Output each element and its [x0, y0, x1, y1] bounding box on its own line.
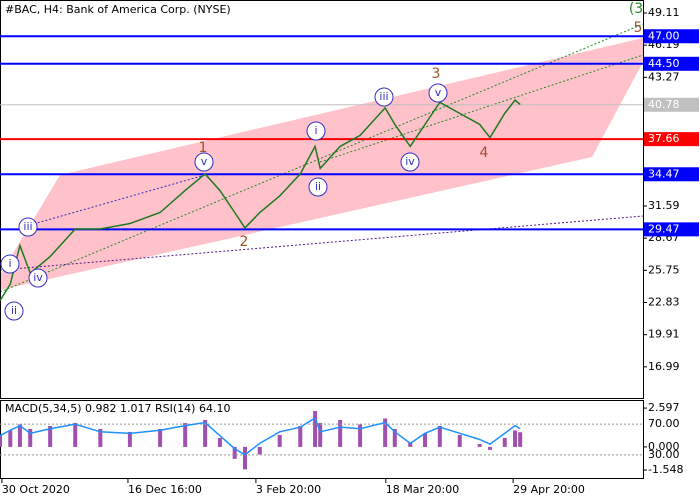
- wave-label: v: [201, 155, 208, 168]
- level-label-box: [644, 222, 699, 237]
- macd-bar: [8, 430, 13, 447]
- x-tick-label: 18 Mar 20:00: [386, 483, 459, 496]
- macd-bar: [487, 446, 492, 450]
- wave-label: ii: [315, 180, 321, 193]
- macd-bar: [383, 418, 388, 447]
- x-tick-label: 3 Feb 20:00: [256, 483, 321, 496]
- wave-circle: [374, 87, 394, 107]
- y-tick-label: 49.11: [648, 6, 680, 19]
- y-tick-label: 19.91: [648, 328, 680, 341]
- y-tick-label: 43.27: [648, 70, 680, 83]
- plot-frame: [0, 0, 644, 399]
- macd-bar: [277, 434, 282, 447]
- trendline: [0, 23, 644, 293]
- macd-bar: [437, 425, 442, 447]
- y-tick-label: 2.597: [648, 401, 680, 414]
- macd-bar: [217, 437, 222, 447]
- level-label: 34.47: [648, 167, 680, 180]
- macd-bar: [0, 434, 2, 447]
- wave-circle: [194, 152, 214, 172]
- level-label-box: [644, 56, 699, 71]
- wave-circle: [28, 268, 48, 288]
- macd-bar: [313, 411, 318, 447]
- level-label: 29.47: [648, 222, 680, 235]
- wave-circle: [4, 301, 24, 321]
- wave-label: i: [8, 257, 11, 270]
- macd-bar: [298, 425, 303, 447]
- wave-label: 2: [240, 234, 249, 250]
- y-tick-label: 31.59: [648, 199, 680, 212]
- trendline: [0, 215, 644, 271]
- chart-title: #BAC, H4: Bank of America Corp. (NYSE): [5, 3, 231, 16]
- wave-label: 5: [634, 20, 643, 36]
- wave-label: iii: [23, 220, 32, 233]
- macd-bar: [338, 419, 343, 447]
- wave-label: iv: [405, 155, 415, 168]
- level-label-box: [644, 97, 699, 112]
- y2-tick-label: 30.00: [648, 448, 680, 461]
- level-label: 37.66: [648, 132, 680, 145]
- macd-bar: [513, 430, 518, 447]
- price-line: [0, 99, 521, 302]
- macd-bar: [203, 419, 208, 447]
- trendline: [319, 54, 644, 163]
- wave-circle: [400, 152, 420, 172]
- wave-label: 1: [199, 140, 208, 156]
- wave-circle: [0, 254, 20, 274]
- indicator-title: MACD(5,34,5) 0.982 1.017 RSI(14) 64.10: [5, 402, 230, 415]
- wave-label: iv: [33, 271, 43, 284]
- wave-circle: [428, 83, 448, 103]
- macd-bar: [158, 428, 163, 447]
- level-label-box: [644, 167, 699, 182]
- y-tick-label: 25.75: [648, 263, 680, 276]
- level-label-box: [644, 132, 699, 147]
- y-tick-label: 0.000: [648, 440, 680, 453]
- wave-label: iii: [379, 90, 388, 103]
- level-label: 40.78: [648, 98, 680, 111]
- x-tick-label: 29 Apr 20:00: [513, 483, 585, 496]
- level-label: 47.00: [648, 29, 680, 42]
- y2-tick-label: 70.00: [648, 417, 680, 430]
- wave-circle: [308, 177, 328, 197]
- channel: [0, 38, 643, 290]
- level-label-box: [644, 29, 699, 44]
- macd-bar: [28, 428, 33, 447]
- wave-circle: [306, 121, 326, 141]
- wave-label: ii: [11, 304, 17, 317]
- y-tick-label: 22.83: [648, 296, 680, 309]
- macd-bar: [73, 422, 78, 447]
- x-tick-label: 16 Dec 16:00: [128, 483, 202, 496]
- level-label: 44.50: [648, 57, 680, 70]
- macd-bar: [257, 446, 262, 455]
- macd-bar: [477, 443, 482, 447]
- y-tick-label: 16.99: [648, 360, 680, 373]
- rsi-line: [0, 416, 521, 456]
- macd-bar: [502, 437, 507, 447]
- wave-label: v: [435, 86, 442, 99]
- wave-circle: [18, 217, 38, 237]
- macd-bar: [423, 433, 428, 447]
- macd-bar: [183, 422, 188, 447]
- x-tick-label: 30 Oct 2020: [2, 483, 70, 496]
- macd-bar: [392, 428, 397, 447]
- wave-label: (3: [629, 1, 643, 17]
- macd-bar: [457, 434, 462, 447]
- macd-bar: [408, 442, 413, 447]
- macd-bar: [318, 422, 323, 447]
- wave-label: i: [314, 124, 317, 137]
- macd-bar: [242, 446, 247, 470]
- macd-bar: [518, 432, 523, 447]
- macd-bar: [358, 424, 363, 447]
- wave-label: 3: [432, 66, 441, 82]
- macd-bar: [98, 428, 103, 447]
- macd-bar: [232, 446, 237, 459]
- macd-bar: [127, 431, 132, 447]
- macd-bar: [48, 425, 53, 447]
- wave-label: 4: [480, 145, 489, 161]
- y-tick-label: -1.548: [648, 463, 683, 476]
- macd-bar: [17, 424, 22, 447]
